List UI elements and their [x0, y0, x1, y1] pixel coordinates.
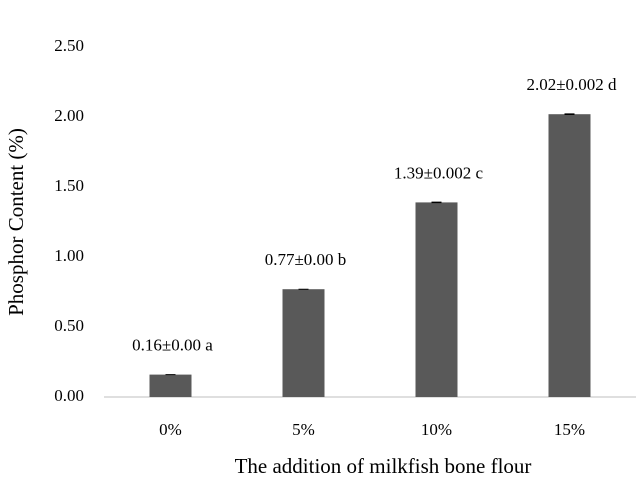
value-label: 2.02±0.002 d — [526, 75, 617, 94]
y-tick-label: 1.50 — [54, 176, 84, 195]
y-tick-label: 0.50 — [54, 316, 84, 335]
value-label: 1.39±0.002 c — [394, 163, 484, 182]
y-tick-label: 1.00 — [54, 246, 84, 265]
bar — [149, 374, 192, 397]
error-bar — [431, 201, 442, 204]
x-tick-label: 10% — [421, 420, 452, 439]
x-tick-label: 5% — [292, 420, 315, 439]
y-tick-label: 2.50 — [54, 36, 84, 55]
x-tick-label: 15% — [554, 420, 585, 439]
y-tick-label: 2.00 — [54, 106, 84, 125]
x-tick-label: 0% — [159, 420, 182, 439]
x-axis-title: The addition of milkfish bone flour — [235, 454, 532, 478]
bar — [282, 289, 325, 397]
bar — [548, 114, 591, 397]
value-label: 0.16±0.00 a — [132, 336, 213, 355]
error-bar — [564, 113, 575, 115]
y-axis-title: Phosphor Content (%) — [4, 128, 28, 316]
bar — [415, 202, 458, 397]
value-label: 0.77±0.00 b — [265, 250, 347, 269]
y-tick-label: 0.00 — [54, 386, 84, 405]
